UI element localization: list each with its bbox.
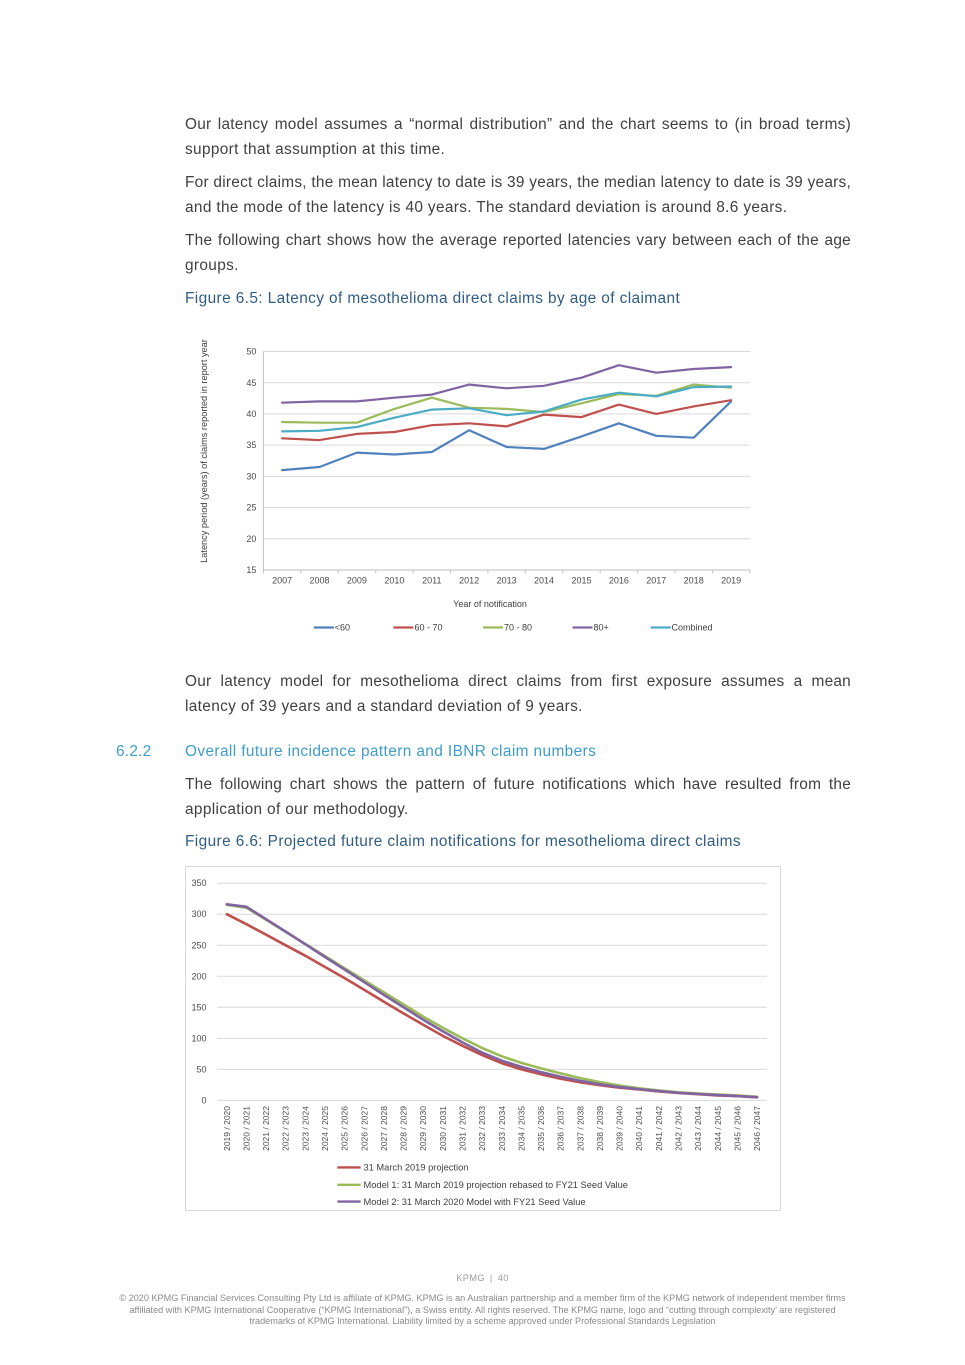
svg-text:2028 / 2029: 2028 / 2029: [399, 1106, 409, 1151]
svg-text:2022 / 2023: 2022 / 2023: [281, 1106, 291, 1151]
svg-text:2027 / 2028: 2027 / 2028: [379, 1106, 389, 1151]
svg-text:80+: 80+: [594, 623, 609, 633]
svg-text:2043 / 2044: 2043 / 2044: [693, 1106, 703, 1151]
svg-text:Combined: Combined: [672, 623, 713, 633]
svg-text:2042 / 2043: 2042 / 2043: [674, 1106, 684, 1151]
svg-text:2029 / 2030: 2029 / 2030: [418, 1106, 428, 1151]
svg-text:350: 350: [191, 878, 206, 888]
svg-text:60 - 70: 60 - 70: [415, 623, 443, 633]
svg-text:2008: 2008: [309, 576, 329, 586]
svg-text:50: 50: [246, 347, 256, 357]
svg-text:2033 / 2034: 2033 / 2034: [497, 1106, 507, 1151]
svg-text:50: 50: [196, 1064, 206, 1074]
svg-text:2038 / 2039: 2038 / 2039: [595, 1106, 605, 1151]
svg-text:2010: 2010: [384, 576, 404, 586]
svg-text:150: 150: [191, 1002, 206, 1012]
svg-text:2046 / 2047: 2046 / 2047: [752, 1106, 762, 1151]
svg-text:Model 2: 31 March 2020 Model w: Model 2: 31 March 2020 Model with FY21 S…: [364, 1197, 586, 1207]
svg-text:2032 / 2033: 2032 / 2033: [477, 1106, 487, 1151]
svg-text:300: 300: [191, 909, 206, 919]
svg-text:31 March 2019 projection: 31 March 2019 projection: [364, 1163, 469, 1173]
svg-text:2015: 2015: [571, 576, 591, 586]
svg-text:2030 / 2031: 2030 / 2031: [438, 1106, 448, 1151]
svg-text:2012: 2012: [459, 576, 479, 586]
svg-text:2009: 2009: [347, 576, 367, 586]
svg-text:20: 20: [246, 534, 256, 544]
svg-text:2018: 2018: [684, 576, 704, 586]
svg-text:35: 35: [246, 440, 256, 450]
svg-text:2017: 2017: [646, 576, 666, 586]
svg-text:0: 0: [201, 1095, 206, 1105]
svg-text:2025 / 2026: 2025 / 2026: [340, 1106, 350, 1151]
svg-text:2019 / 2020: 2019 / 2020: [222, 1106, 232, 1151]
svg-text:200: 200: [191, 971, 206, 981]
svg-text:2013: 2013: [497, 576, 517, 586]
svg-text:2039 / 2040: 2039 / 2040: [615, 1106, 625, 1151]
svg-text:40: 40: [246, 409, 256, 419]
svg-text:15: 15: [246, 565, 256, 575]
svg-text:<60: <60: [335, 623, 350, 633]
svg-text:2031 / 2032: 2031 / 2032: [458, 1106, 468, 1151]
svg-text:2044 / 2045: 2044 / 2045: [713, 1106, 723, 1151]
svg-text:Year of notification: Year of notification: [453, 599, 527, 609]
svg-text:100: 100: [191, 1033, 206, 1043]
svg-text:2016: 2016: [609, 576, 629, 586]
svg-text:250: 250: [191, 940, 206, 950]
svg-text:2026 / 2027: 2026 / 2027: [359, 1106, 369, 1151]
svg-text:70 - 80: 70 - 80: [504, 623, 532, 633]
svg-text:Model 1: 31 March 2019 project: Model 1: 31 March 2019 projection rebase…: [364, 1180, 628, 1190]
svg-text:2019: 2019: [721, 576, 741, 586]
svg-text:2035 / 2036: 2035 / 2036: [536, 1106, 546, 1151]
svg-text:2037 / 2038: 2037 / 2038: [575, 1106, 585, 1151]
svg-text:2045 / 2046: 2045 / 2046: [732, 1106, 742, 1151]
svg-text:2011: 2011: [422, 576, 441, 586]
svg-text:2023 / 2024: 2023 / 2024: [300, 1106, 310, 1151]
svg-text:2034 / 2035: 2034 / 2035: [516, 1106, 526, 1151]
svg-text:2036 / 2037: 2036 / 2037: [556, 1106, 566, 1151]
svg-text:30: 30: [246, 472, 256, 482]
svg-text:2020 / 2021: 2020 / 2021: [241, 1106, 251, 1151]
svg-text:2040 / 2041: 2040 / 2041: [634, 1106, 644, 1151]
svg-text:2014: 2014: [534, 576, 554, 586]
svg-text:2024 / 2025: 2024 / 2025: [320, 1106, 330, 1151]
svg-text:2021 / 2022: 2021 / 2022: [261, 1106, 271, 1151]
svg-text:25: 25: [246, 503, 256, 513]
svg-text:Latency period (years) of clai: Latency period (years) of claims reporte…: [199, 339, 209, 563]
svg-text:45: 45: [246, 378, 256, 388]
svg-text:2041 / 2042: 2041 / 2042: [654, 1106, 664, 1151]
svg-text:2007: 2007: [272, 576, 292, 586]
